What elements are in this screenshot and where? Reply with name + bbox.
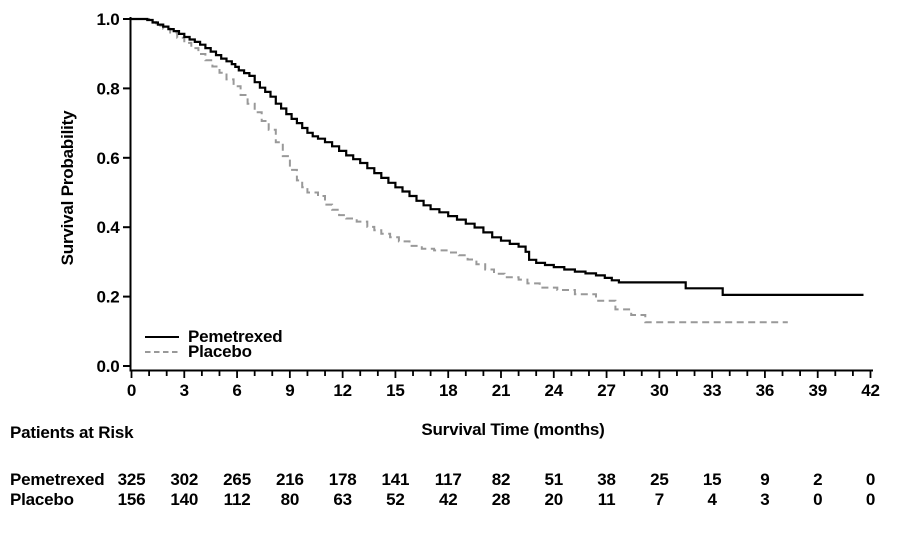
risk-count-placebo-m21: 28 <box>491 490 511 509</box>
risk-count-pemetrexed-m24: 51 <box>544 470 564 489</box>
risk-count-placebo-m24: 20 <box>544 490 564 509</box>
y-tick-label: 0.6 <box>96 149 119 168</box>
risk-count-pemetrexed-m33: 15 <box>702 470 722 489</box>
risk-count-placebo-m42: 0 <box>865 490 876 509</box>
x-tick-label: 36 <box>756 381 775 400</box>
dashed-line-sample <box>145 350 179 353</box>
legend-item-placebo: Placebo <box>145 341 282 361</box>
risk-count-pemetrexed-m39: 2 <box>813 470 823 489</box>
y-tick-label: 0.2 <box>96 288 119 307</box>
x-tick-label: 42 <box>861 381 880 400</box>
risk-table-title: Patients at Risk <box>10 423 134 442</box>
risk-count-pemetrexed-m42: 0 <box>865 470 876 489</box>
risk-count-pemetrexed-m15: 141 <box>381 470 410 489</box>
risk-count-pemetrexed-m21: 82 <box>491 470 511 489</box>
risk-count-placebo-m9: 80 <box>280 490 300 509</box>
x-axis-title: Survival Time (months) <box>421 420 605 439</box>
legend: Pemetrexed Placebo <box>145 326 283 361</box>
risk-count-placebo-m18: 42 <box>438 490 458 509</box>
x-tick-label: 30 <box>650 381 669 400</box>
risk-count-pemetrexed-m27: 38 <box>597 470 616 489</box>
legend-label-placebo: Placebo <box>188 341 252 361</box>
risk-count-pemetrexed-m12: 178 <box>328 470 357 489</box>
legend-item-pemetrexed: Pemetrexed <box>145 326 283 346</box>
risk-count-placebo-m39: 0 <box>813 490 823 509</box>
x-tick-label: 15 <box>386 381 405 400</box>
x-tick-label: 33 <box>703 381 722 400</box>
x-tick-label: 24 <box>545 381 564 400</box>
risk-count-pemetrexed-m9: 216 <box>275 470 304 489</box>
y-tick-label: 1.0 <box>96 10 119 29</box>
x-tick-label: 9 <box>285 381 294 400</box>
x-tick-label: 12 <box>333 381 352 400</box>
risk-count-pemetrexed-m30: 25 <box>650 470 669 489</box>
risk-count-placebo-m6: 112 <box>223 490 251 509</box>
x-tick-label: 18 <box>439 381 458 400</box>
x-tick-label: 6 <box>232 381 241 400</box>
legend-label-pemetrexed: Pemetrexed <box>188 326 283 346</box>
risk-count-pemetrexed-m18: 117 <box>434 470 462 489</box>
risk-count-placebo-m36: 3 <box>760 490 770 509</box>
y-tick-label: 0.4 <box>96 218 120 237</box>
risk-count-pemetrexed-m6: 265 <box>223 470 251 489</box>
y-tick-label: 0.0 <box>96 357 119 376</box>
y-tick-label: 0.8 <box>96 79 119 98</box>
risk-count-placebo-m0: 156 <box>117 490 146 509</box>
risk-count-placebo-m30: 7 <box>654 490 664 509</box>
risk-row-label-pemetrexed: Pemetrexed <box>10 470 105 489</box>
risk-count-placebo-m3: 140 <box>170 490 199 509</box>
x-tick-label: 0 <box>127 381 136 400</box>
y-axis-title: Survival Probability <box>58 110 77 266</box>
risk-row-label-placebo: Placebo <box>10 490 74 509</box>
risk-count-placebo-m33: 4 <box>707 490 717 509</box>
risk-count-pemetrexed-m36: 9 <box>760 470 770 489</box>
x-tick-label: 21 <box>492 381 511 400</box>
risk-count-pemetrexed-m3: 302 <box>170 470 199 489</box>
placebo-curve <box>131 18 788 324</box>
pemetrexed-curve <box>131 17 864 296</box>
x-tick-label: 39 <box>808 381 827 400</box>
x-tick-label: 27 <box>597 381 616 400</box>
x-tick-label: 3 <box>180 381 189 400</box>
risk-count-pemetrexed-m0: 325 <box>117 470 146 489</box>
risk-count-placebo-m12: 63 <box>333 490 352 509</box>
solid-line-sample <box>145 335 179 338</box>
risk-count-placebo-m27: 11 <box>597 490 616 509</box>
risk-count-placebo-m15: 52 <box>386 490 405 509</box>
